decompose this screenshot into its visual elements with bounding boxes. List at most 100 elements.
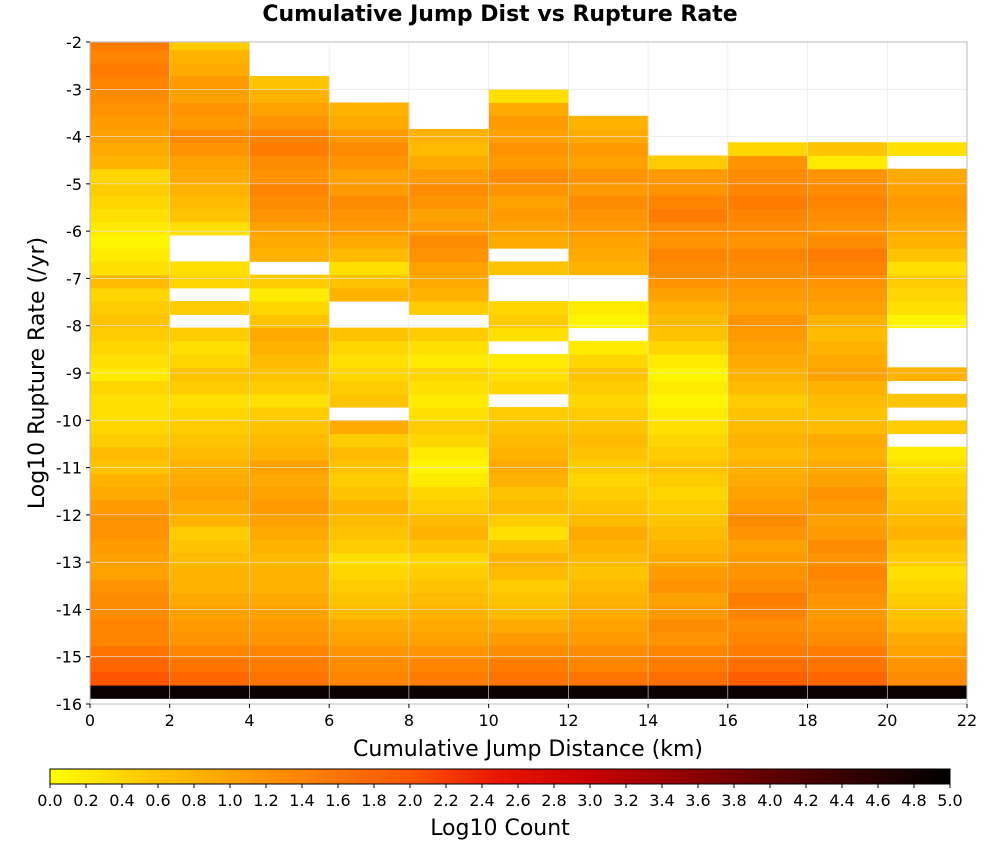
colorbar-tick-label: 2.2 bbox=[433, 791, 458, 810]
heatmap-cell bbox=[488, 261, 569, 276]
heatmap-cell bbox=[329, 579, 410, 593]
heatmap-cell bbox=[488, 632, 569, 646]
heatmap-cell bbox=[169, 618, 250, 633]
heatmap-cell bbox=[488, 314, 569, 329]
heatmap-cell bbox=[488, 407, 569, 421]
heatmap-cell bbox=[408, 460, 490, 474]
heatmap-cell bbox=[807, 658, 888, 673]
heatmap-cell bbox=[727, 393, 809, 408]
heatmap-cell bbox=[648, 301, 729, 315]
heatmap-cell bbox=[568, 248, 649, 262]
heatmap-cell bbox=[249, 142, 330, 156]
heatmap-cell bbox=[169, 671, 250, 686]
heatmap-cell bbox=[568, 301, 649, 315]
heatmap-cell bbox=[249, 618, 330, 633]
colorbar-tick-label: 3.0 bbox=[577, 791, 602, 810]
heatmap-cell bbox=[887, 592, 968, 607]
heatmap-cell bbox=[727, 685, 809, 699]
heatmap-cell bbox=[807, 354, 888, 368]
heatmap-cell bbox=[169, 261, 250, 276]
heatmap-cell bbox=[887, 393, 968, 408]
heatmap-cell bbox=[648, 208, 729, 223]
heatmap-cell bbox=[568, 605, 649, 620]
colorbar-tick-label: 1.4 bbox=[289, 791, 314, 810]
heatmap-cell bbox=[90, 605, 171, 620]
heatmap-cell bbox=[727, 433, 809, 448]
heatmap-cell bbox=[169, 446, 250, 461]
heatmap-cell bbox=[807, 499, 888, 514]
heatmap-cell bbox=[408, 195, 490, 209]
heatmap-cell bbox=[727, 340, 809, 355]
heatmap-cell bbox=[408, 367, 490, 382]
heatmap-cell bbox=[807, 248, 888, 262]
heatmap-cell bbox=[90, 552, 171, 567]
heatmap-cell bbox=[90, 671, 171, 686]
heatmap-cell bbox=[408, 380, 490, 395]
heatmap-cell bbox=[408, 129, 490, 143]
heatmap-cell bbox=[807, 234, 888, 249]
heatmap-cell bbox=[648, 526, 729, 540]
heatmap-cell bbox=[887, 168, 968, 183]
y-tick-label: -8 bbox=[66, 317, 82, 336]
heatmap-cell bbox=[648, 248, 729, 262]
heatmap-cell bbox=[169, 552, 250, 567]
heatmap-cell bbox=[887, 221, 968, 236]
heatmap-cell bbox=[90, 393, 171, 408]
heatmap-cell bbox=[90, 168, 171, 183]
heatmap-cell bbox=[408, 142, 490, 156]
heatmap-cell bbox=[90, 102, 171, 117]
heatmap-cell bbox=[249, 552, 330, 567]
heatmap-cell bbox=[568, 407, 649, 421]
heatmap-cell bbox=[727, 155, 809, 170]
heatmap-cell bbox=[249, 102, 330, 117]
heatmap-cell bbox=[90, 473, 171, 487]
heatmap-cell bbox=[887, 499, 968, 514]
colorbar-tick-label: 3.8 bbox=[721, 791, 746, 810]
heatmap-cell bbox=[648, 274, 729, 289]
heatmap-cell bbox=[568, 565, 649, 580]
heatmap-cell bbox=[648, 420, 729, 435]
heatmap-cell bbox=[408, 592, 490, 607]
heatmap-cell bbox=[887, 658, 968, 673]
heatmap-cell bbox=[648, 539, 729, 554]
heatmap-cell bbox=[169, 89, 250, 104]
heatmap-cell bbox=[249, 671, 330, 686]
heatmap-cell bbox=[329, 248, 410, 262]
heatmap-cell bbox=[727, 181, 809, 196]
heatmap-cell bbox=[727, 261, 809, 276]
heatmap-cell bbox=[329, 671, 410, 686]
heatmap-cell bbox=[488, 486, 569, 501]
heatmap-cell bbox=[249, 168, 330, 183]
heatmap-cell bbox=[568, 129, 649, 143]
heatmap-cell bbox=[807, 261, 888, 276]
heatmap-cell bbox=[807, 314, 888, 329]
heatmap-cell bbox=[249, 632, 330, 646]
heatmap-cell bbox=[90, 526, 171, 540]
heatmap-cell bbox=[727, 446, 809, 461]
heatmap-cell bbox=[90, 42, 171, 51]
heatmap-cell bbox=[90, 618, 171, 633]
heatmap-cell bbox=[568, 685, 649, 699]
heatmap-cell bbox=[408, 671, 490, 686]
heatmap-cell bbox=[807, 671, 888, 686]
heatmap-cell bbox=[408, 181, 490, 196]
y-axis-ticks: -16 -15 -14 -13 -12 -11 -10 -9 -8 -7 -6 -5 -4 -3 -2 bbox=[56, 33, 90, 714]
heatmap-cell bbox=[329, 168, 410, 183]
heatmap-cell bbox=[408, 221, 490, 236]
heatmap-cell bbox=[90, 155, 171, 170]
heatmap-cell bbox=[648, 367, 729, 382]
heatmap-cell bbox=[887, 314, 968, 329]
colorbar-tick-label: 5.0 bbox=[937, 791, 962, 810]
heatmap-cell bbox=[169, 433, 250, 448]
heatmap-cell bbox=[329, 565, 410, 580]
heatmap-cell bbox=[727, 248, 809, 262]
heatmap-cell bbox=[329, 592, 410, 607]
colorbar-tick-label: 4.6 bbox=[865, 791, 890, 810]
heatmap-cell bbox=[727, 420, 809, 435]
heatmap-cell bbox=[169, 155, 250, 170]
heatmap-cell bbox=[329, 539, 410, 554]
heatmap-cell bbox=[329, 552, 410, 567]
heatmap-cell bbox=[90, 645, 171, 660]
heatmap-cell bbox=[648, 261, 729, 276]
heatmap-cell bbox=[648, 552, 729, 567]
